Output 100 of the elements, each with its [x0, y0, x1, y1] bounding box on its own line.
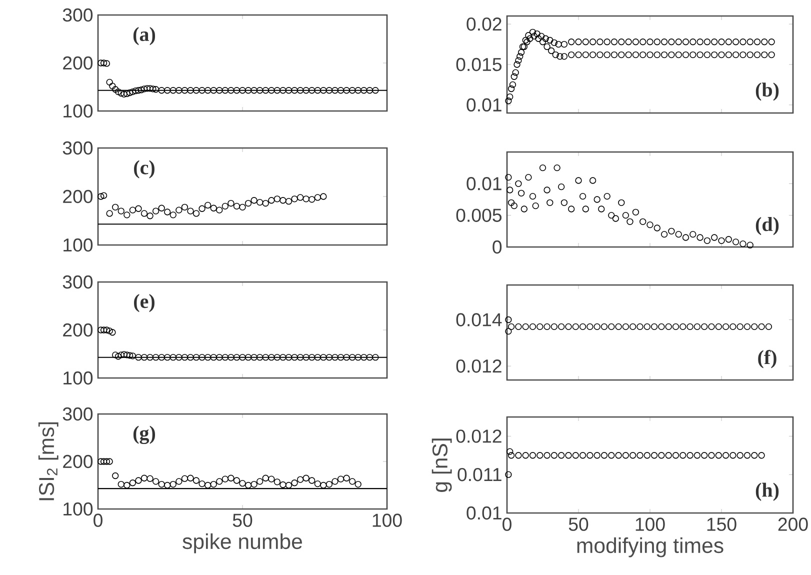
point [302, 196, 310, 202]
y-tick-label: 0 [492, 240, 502, 254]
point [198, 205, 206, 212]
point [725, 38, 732, 46]
point [765, 323, 772, 330]
y-tick-label: 0.01 [466, 177, 502, 190]
point [516, 53, 524, 60]
point [640, 51, 646, 58]
y-tick-label: 200 [63, 323, 93, 337]
point [630, 452, 636, 459]
point [280, 354, 286, 361]
point [534, 30, 540, 38]
point [152, 86, 160, 93]
point [100, 326, 108, 334]
point [690, 51, 696, 58]
point [558, 452, 565, 459]
point [640, 218, 646, 225]
point [768, 38, 775, 46]
point [740, 38, 746, 46]
annotation: (e) [134, 294, 154, 312]
point [539, 164, 546, 172]
point [100, 60, 108, 66]
point [126, 352, 134, 359]
point [114, 353, 122, 360]
point [250, 87, 258, 94]
annotation: (a) [133, 27, 156, 46]
point [120, 90, 128, 98]
point [135, 354, 142, 361]
point [256, 354, 264, 361]
point [302, 354, 310, 361]
point [124, 482, 130, 489]
point [586, 452, 594, 459]
point [140, 210, 148, 217]
point [291, 87, 298, 94]
point [112, 472, 119, 480]
point [508, 452, 515, 459]
point [239, 480, 246, 487]
point [529, 28, 536, 36]
point [682, 38, 690, 46]
point [233, 477, 240, 484]
point [510, 73, 518, 80]
point [722, 323, 730, 330]
point [216, 478, 223, 485]
point [98, 326, 104, 334]
point [192, 354, 200, 361]
point [158, 354, 165, 361]
point [152, 208, 160, 214]
point [285, 482, 292, 489]
point [505, 98, 512, 104]
point [514, 61, 520, 68]
point [672, 452, 680, 459]
point [701, 452, 708, 459]
point [505, 316, 512, 324]
point [625, 51, 632, 58]
point [291, 480, 298, 486]
point [274, 478, 281, 486]
point [715, 452, 722, 459]
point [546, 36, 554, 44]
point [508, 323, 515, 330]
point [694, 452, 701, 459]
point [187, 474, 194, 482]
point [308, 354, 316, 361]
point [594, 323, 600, 330]
point [665, 323, 672, 330]
point [348, 478, 356, 485]
y-tick-label: 200 [63, 190, 93, 204]
point [668, 51, 675, 58]
point [644, 323, 650, 330]
point [210, 354, 217, 361]
y-tick-label: 0.02 [466, 17, 502, 31]
point [216, 354, 223, 361]
point [129, 480, 136, 486]
point [622, 323, 630, 330]
point [176, 87, 182, 94]
point [608, 212, 615, 219]
point [539, 38, 546, 46]
point [144, 85, 150, 92]
point [730, 323, 736, 330]
point [360, 87, 368, 94]
point [103, 60, 110, 67]
point [529, 452, 536, 459]
point [686, 452, 694, 459]
point [754, 51, 761, 58]
point [740, 51, 746, 58]
point [632, 38, 640, 46]
point [520, 206, 528, 212]
point [636, 323, 644, 330]
point [302, 474, 310, 482]
point [233, 354, 240, 361]
point [680, 323, 686, 330]
point [106, 78, 113, 86]
point [187, 87, 194, 94]
point [550, 452, 558, 459]
point [508, 85, 515, 92]
point [532, 202, 539, 210]
point [158, 87, 165, 94]
point [348, 354, 356, 361]
point [644, 452, 650, 459]
point [98, 193, 104, 200]
point [296, 194, 304, 201]
